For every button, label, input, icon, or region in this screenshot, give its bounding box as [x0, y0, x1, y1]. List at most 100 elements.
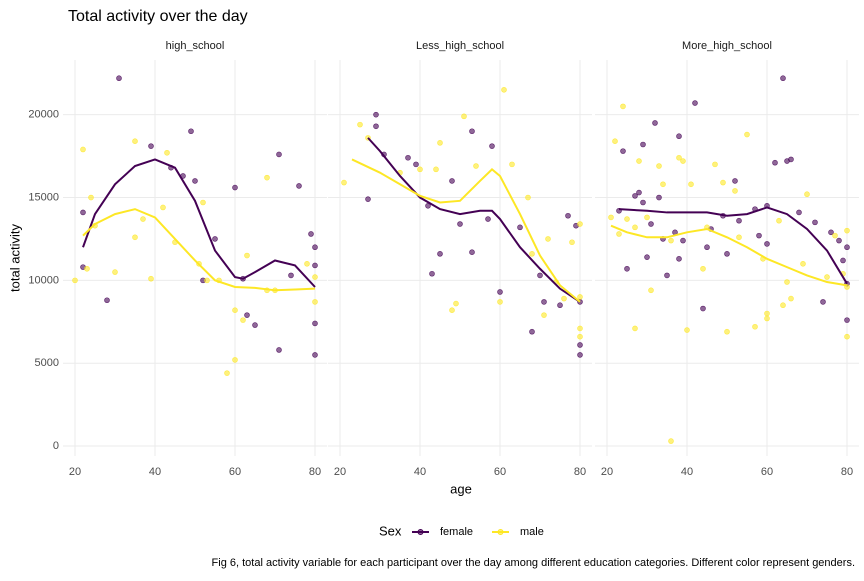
y-tick-label: 0 — [53, 440, 59, 452]
point — [365, 196, 371, 202]
point — [676, 256, 682, 262]
point — [724, 251, 730, 257]
point — [652, 120, 658, 126]
point — [700, 265, 706, 272]
x-tick-label: 20 — [69, 466, 81, 478]
point — [561, 295, 567, 302]
point — [357, 121, 363, 128]
point — [140, 216, 146, 222]
point — [160, 204, 166, 211]
point — [812, 219, 818, 226]
point — [644, 214, 650, 221]
point — [312, 274, 318, 280]
point — [780, 75, 786, 82]
point — [457, 221, 463, 227]
point — [656, 194, 662, 201]
point — [820, 299, 826, 305]
point — [676, 154, 682, 161]
point — [664, 272, 670, 279]
x-tick-label: 40 — [681, 466, 693, 478]
point — [616, 231, 622, 237]
smooth-line — [351, 158, 581, 303]
point — [608, 214, 614, 221]
point — [692, 100, 698, 106]
point — [764, 241, 770, 247]
point — [232, 184, 238, 191]
x-tick-label: 60 — [761, 466, 773, 478]
point — [788, 156, 794, 163]
point — [680, 237, 686, 244]
point — [537, 272, 543, 279]
y-tick-label: 10000 — [28, 274, 59, 286]
legend-key-point — [497, 529, 504, 535]
point — [632, 224, 638, 231]
point — [736, 234, 742, 241]
x-tick-label: 40 — [414, 466, 426, 478]
point — [836, 237, 842, 244]
x-tick-label: 60 — [494, 466, 506, 478]
x-tick-label: 80 — [574, 466, 586, 478]
point — [732, 188, 738, 194]
point — [501, 87, 507, 93]
smooth-line — [610, 224, 848, 287]
point — [828, 229, 834, 236]
point — [577, 221, 583, 227]
point — [612, 138, 618, 144]
point — [688, 181, 694, 188]
point — [72, 277, 78, 284]
point — [252, 322, 258, 328]
point — [796, 209, 802, 216]
point — [756, 232, 762, 239]
point — [517, 224, 523, 231]
point — [453, 300, 459, 307]
point — [648, 221, 654, 227]
point — [844, 317, 850, 323]
point — [433, 166, 439, 173]
point — [437, 251, 443, 257]
point — [712, 161, 718, 168]
point — [296, 183, 302, 189]
point — [832, 232, 838, 239]
point — [736, 217, 742, 224]
point — [632, 193, 638, 199]
facet-title: Less_high_school — [416, 40, 504, 52]
point — [437, 140, 443, 146]
point — [640, 141, 646, 148]
y-tick-label: 15000 — [28, 191, 59, 203]
point — [405, 154, 411, 161]
point — [80, 209, 86, 216]
point — [824, 274, 830, 280]
point — [413, 161, 419, 168]
point — [529, 251, 535, 257]
point — [680, 158, 686, 164]
point — [660, 181, 666, 188]
point — [373, 123, 379, 130]
point — [636, 158, 642, 164]
point — [232, 307, 238, 313]
point — [788, 295, 794, 302]
point — [232, 357, 238, 363]
point — [276, 347, 282, 353]
point — [644, 254, 650, 260]
point — [840, 257, 846, 264]
point — [461, 113, 467, 120]
point — [224, 370, 230, 376]
y-axis-label: total activity — [7, 224, 22, 292]
point — [541, 299, 547, 305]
point — [800, 260, 806, 267]
point — [485, 216, 491, 222]
point — [620, 148, 626, 154]
point — [132, 234, 138, 241]
point — [776, 217, 782, 224]
point — [288, 272, 294, 279]
legend-label: female — [440, 526, 473, 538]
point — [720, 179, 726, 186]
point — [569, 239, 575, 246]
y-tick-label: 5000 — [35, 357, 59, 369]
point — [577, 294, 583, 300]
point — [636, 189, 642, 196]
point — [200, 199, 206, 206]
legend-key-point — [417, 529, 424, 535]
y-tick-label: 20000 — [28, 109, 59, 121]
point — [469, 249, 475, 256]
